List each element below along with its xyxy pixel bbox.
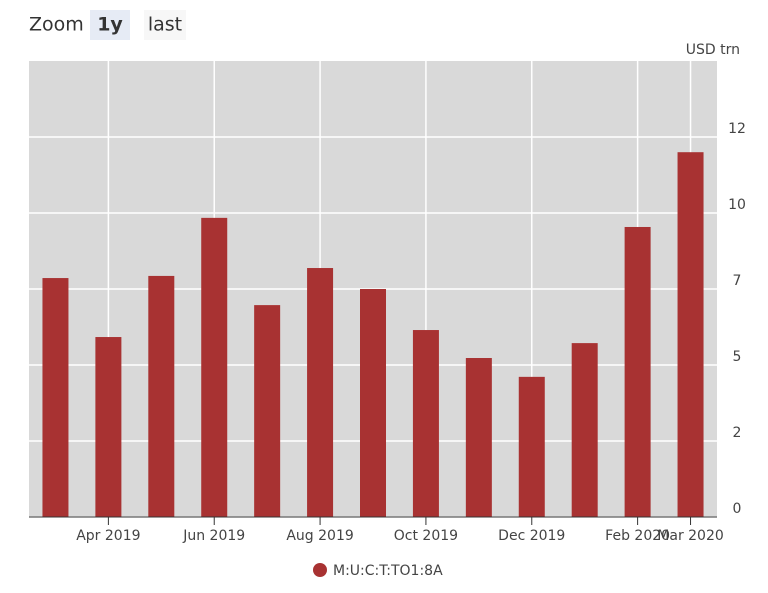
bar [624, 226, 651, 517]
bar [465, 358, 492, 517]
zoom-button-bg[interactable] [90, 10, 130, 40]
y-tick-label: 10 [728, 197, 746, 213]
legend-label: M:U:C:T:TO1:8A [333, 563, 443, 579]
bar [42, 278, 69, 517]
zoom-button[interactable]: 1y [97, 14, 123, 36]
bar [677, 152, 704, 517]
bar [360, 289, 386, 517]
bar [307, 268, 334, 517]
x-tick-label: Apr 2019 [76, 528, 140, 544]
y-axis-label: USD trn [686, 42, 740, 58]
x-tick-label: Aug 2019 [286, 528, 353, 544]
bar [148, 275, 175, 517]
zoom-button[interactable]: last [148, 14, 182, 36]
y-tick-label: 5 [733, 349, 742, 365]
bar [95, 337, 122, 517]
x-tick-label: Jun 2019 [182, 528, 245, 544]
bar [254, 305, 281, 517]
x-tick-label: Dec 2019 [498, 528, 565, 544]
x-tick-label: Feb 2020 [605, 528, 670, 544]
y-tick-label: 12 [728, 121, 746, 137]
y-tick-label: 2 [733, 425, 742, 441]
bar [571, 343, 598, 517]
bar [518, 376, 545, 517]
x-tick-label: Oct 2019 [394, 528, 458, 544]
zoom-label: Zoom [29, 14, 84, 36]
legend-marker [313, 563, 327, 577]
x-tick-label: Mar 2020 [657, 528, 724, 544]
y-tick-label: 0 [733, 501, 742, 517]
zoom-button-bg[interactable] [144, 10, 186, 40]
y-tick-label: 7 [733, 273, 742, 289]
bar [201, 217, 228, 517]
bar [412, 330, 439, 517]
